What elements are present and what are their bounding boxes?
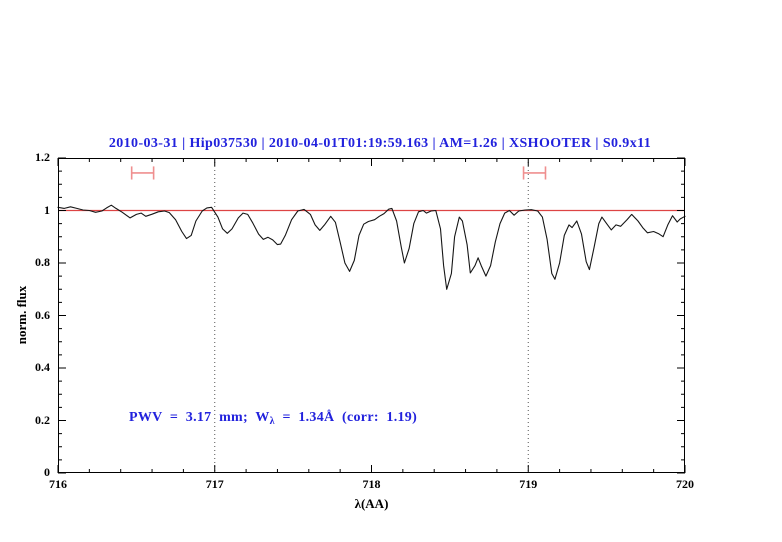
y-tick-label: 0 <box>44 465 50 479</box>
x-tick-label: 717 <box>205 477 224 491</box>
x-tick-label: 719 <box>519 477 538 491</box>
y-tick-label: 0.4 <box>35 360 50 374</box>
pwv-annotation-suffix: = 1.34Å (corr: 1.19) <box>274 410 418 425</box>
lambda-subscript: λ <box>269 416 275 427</box>
spectrum-line <box>57 204 686 290</box>
plot-frame <box>58 158 685 473</box>
x-axis-title: λ(AA) <box>354 496 389 511</box>
y-tick-label: 0.8 <box>35 255 50 269</box>
y-tick-label: 0.6 <box>35 307 50 322</box>
x-tick-label: 720 <box>676 477 694 491</box>
pwv-annotation: PWV = 3.17 mm; Wλ = 1.34Å (corr: 1.19) <box>129 410 417 427</box>
y-tick-label: 1 <box>44 202 50 217</box>
y-tick-label: 0.2 <box>35 412 50 427</box>
plot-area <box>57 157 686 474</box>
x-tick-label: 718 <box>362 477 381 491</box>
y-tick-label: 1.2 <box>35 150 50 164</box>
spectrum-plot-canvas <box>57 157 686 474</box>
plot-title: 2010-03-31 | Hip037530 | 2010-04-01T01:1… <box>108 136 652 151</box>
x-tick-label: 716 <box>49 477 67 491</box>
pwv-annotation-prefix: PWV = 3.17 mm; W <box>129 410 270 425</box>
